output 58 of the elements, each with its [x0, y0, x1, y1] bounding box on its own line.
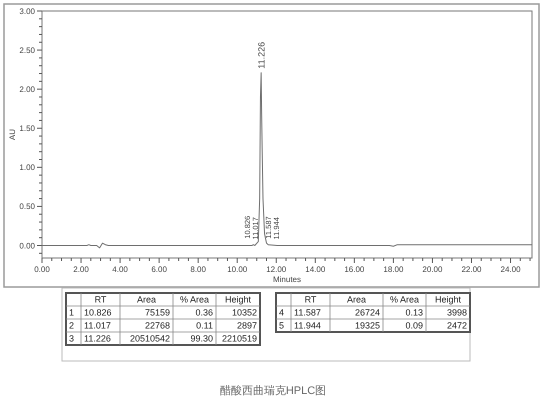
category-label: Height: [434, 294, 462, 305]
data-label: 0.11: [196, 320, 213, 331]
data-label: 11.017: [84, 320, 111, 331]
y-tick-label: 0.50: [19, 202, 36, 212]
x-tick-label: 18.00: [383, 265, 404, 274]
category-label: RT: [304, 294, 316, 305]
category-label: RT: [94, 294, 107, 305]
y-tick-label: 0.00: [19, 241, 36, 250]
data-label: 2472: [446, 320, 467, 331]
annotation: 11.226: [256, 42, 266, 69]
text: 3: [69, 334, 74, 344]
series-label: 1: [69, 308, 74, 318]
data-label: 10352: [232, 308, 257, 318]
data-label: 26724: [354, 308, 380, 318]
x-tick-label: 10.00: [227, 265, 248, 274]
data-label: 11.226: [84, 334, 111, 344]
category-label: Area: [136, 294, 156, 305]
x-tick-label: 0.00: [34, 265, 50, 274]
series-label: 4: [279, 308, 284, 318]
y-tick-label: 2.00: [19, 84, 36, 94]
y-tick-label: 1.00: [19, 163, 36, 172]
category-label: % Area: [180, 294, 210, 305]
text: 2: [69, 320, 74, 331]
data-label: 0.36: [195, 308, 213, 318]
x-tick-label: 16.00: [344, 265, 365, 274]
x-tick-label: 8.00: [190, 265, 207, 274]
data-label: 2897: [236, 320, 257, 331]
data-label: 22768: [144, 320, 170, 331]
data-label: 3998: [446, 308, 467, 318]
data-label: 11.587: [294, 308, 321, 318]
x-tick-label: 22.00: [461, 265, 482, 274]
text: 5: [279, 320, 284, 331]
x-tick-label: 2.00: [73, 265, 90, 274]
x-tick-label: 4.00: [112, 265, 128, 274]
x-tick-label: 12.00: [266, 265, 287, 274]
text: 醋酸西曲瑞克HPLC图: [220, 384, 326, 397]
data-label: 20510542: [130, 334, 170, 344]
data-label: 0.13: [405, 308, 423, 318]
x-tick-label: 14.00: [305, 265, 326, 274]
data-label: 10.826: [84, 308, 112, 318]
category-label: Height: [224, 294, 252, 305]
data-label: 2210519: [222, 334, 257, 344]
x-axis-title: Minutes: [272, 275, 302, 284]
y-tick-label: 1.50: [19, 124, 36, 134]
x-tick-label: 24.00: [500, 265, 522, 274]
y-tick-label: 2.50: [19, 46, 36, 55]
y-axis-title: AU: [8, 128, 17, 140]
data-label: 99.30: [190, 334, 213, 344]
category-label: Area: [346, 294, 366, 305]
data-label: 0.09: [405, 320, 423, 331]
x-tick-label: 6.00: [151, 265, 168, 274]
line-series: [42, 72, 532, 248]
y-tick-label: 3.00: [19, 6, 36, 16]
category-label: % Area: [390, 294, 420, 305]
data-label: 19325: [354, 320, 380, 331]
data-label: 11.944: [294, 320, 321, 331]
data-label: 75159: [144, 308, 170, 318]
x-tick-label: 20.00: [422, 265, 443, 274]
